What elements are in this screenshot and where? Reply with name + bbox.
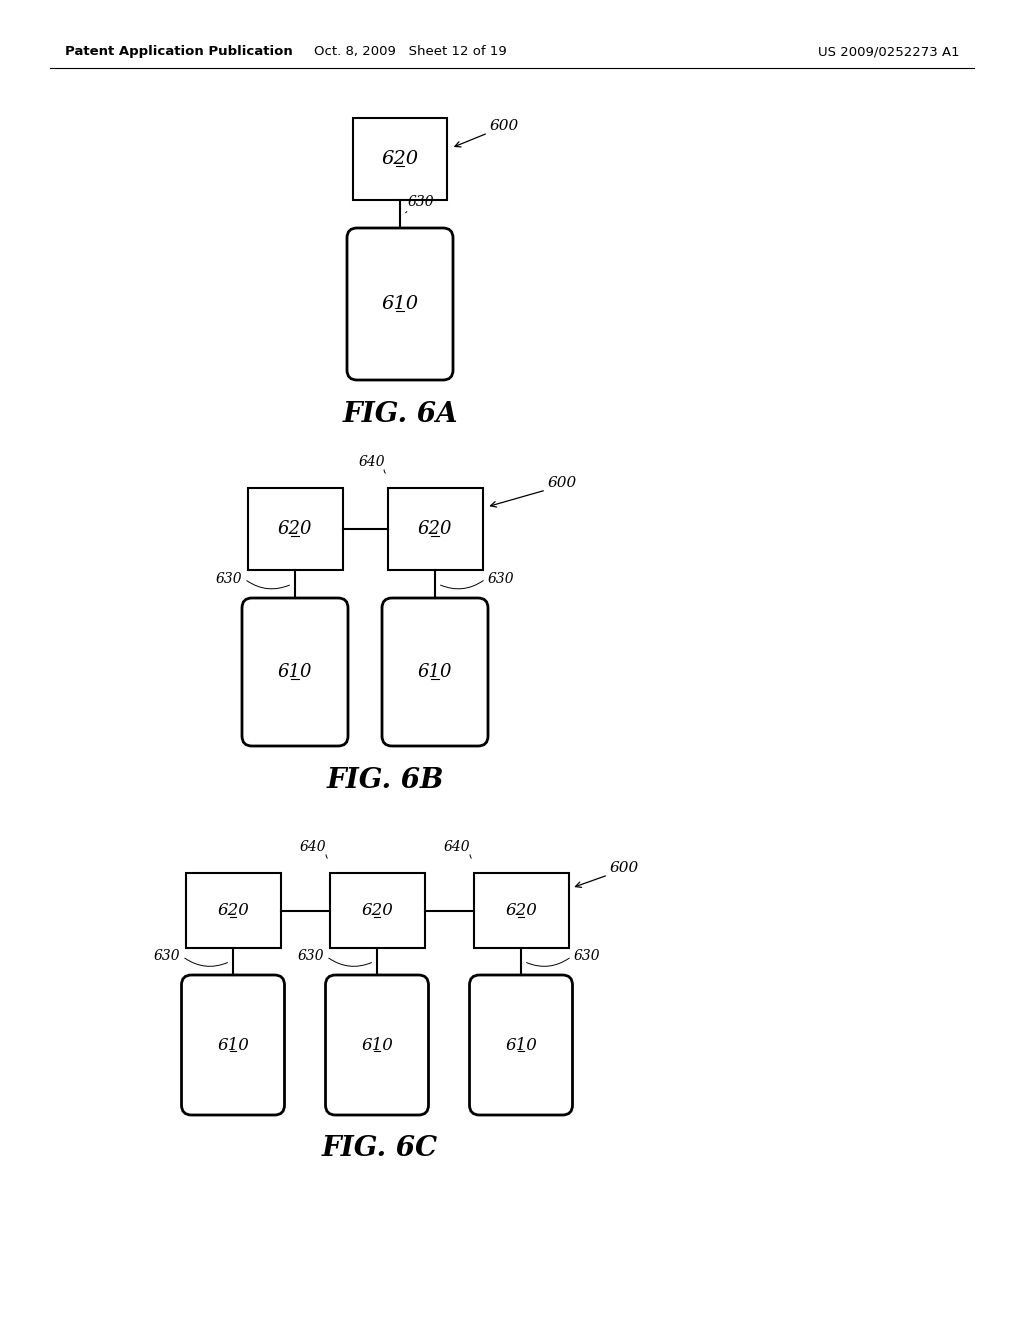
FancyBboxPatch shape bbox=[242, 598, 348, 746]
Text: 610: 610 bbox=[381, 294, 419, 313]
Bar bbox=[185, 873, 281, 948]
Text: 610: 610 bbox=[418, 663, 453, 681]
Text: Oct. 8, 2009   Sheet 12 of 19: Oct. 8, 2009 Sheet 12 of 19 bbox=[313, 45, 507, 58]
Text: 620: 620 bbox=[278, 520, 312, 539]
FancyBboxPatch shape bbox=[347, 228, 453, 380]
Text: 610: 610 bbox=[217, 1036, 249, 1053]
Text: US 2009/0252273 A1: US 2009/0252273 A1 bbox=[818, 45, 961, 58]
Text: Patent Application Publication: Patent Application Publication bbox=[65, 45, 293, 58]
FancyBboxPatch shape bbox=[382, 598, 488, 746]
Text: 600: 600 bbox=[610, 861, 639, 875]
Bar bbox=[248, 488, 342, 570]
Text: 630: 630 bbox=[573, 949, 600, 964]
Text: 620: 620 bbox=[418, 520, 453, 539]
Text: 640: 640 bbox=[443, 840, 470, 854]
Text: 630: 630 bbox=[154, 949, 180, 964]
Text: 620: 620 bbox=[217, 902, 249, 919]
Text: 630: 630 bbox=[216, 572, 243, 586]
Text: 630: 630 bbox=[408, 195, 434, 209]
Bar bbox=[473, 873, 568, 948]
Bar bbox=[353, 117, 447, 201]
FancyBboxPatch shape bbox=[469, 975, 572, 1115]
Text: 640: 640 bbox=[300, 840, 327, 854]
FancyBboxPatch shape bbox=[326, 975, 428, 1115]
Text: FIG. 6B: FIG. 6B bbox=[327, 767, 443, 793]
Text: 600: 600 bbox=[548, 477, 578, 490]
Bar bbox=[330, 873, 425, 948]
Text: 600: 600 bbox=[490, 119, 519, 133]
Text: 620: 620 bbox=[505, 902, 537, 919]
Text: FIG. 6C: FIG. 6C bbox=[322, 1134, 438, 1162]
Text: 620: 620 bbox=[361, 902, 393, 919]
Text: 630: 630 bbox=[487, 572, 514, 586]
Text: 630: 630 bbox=[298, 949, 325, 964]
Text: 620: 620 bbox=[381, 150, 419, 168]
Bar bbox=[387, 488, 482, 570]
Text: 610: 610 bbox=[278, 663, 312, 681]
Text: FIG. 6A: FIG. 6A bbox=[342, 401, 458, 429]
Text: 610: 610 bbox=[505, 1036, 537, 1053]
Text: 640: 640 bbox=[358, 455, 385, 469]
Text: 610: 610 bbox=[361, 1036, 393, 1053]
FancyBboxPatch shape bbox=[181, 975, 285, 1115]
